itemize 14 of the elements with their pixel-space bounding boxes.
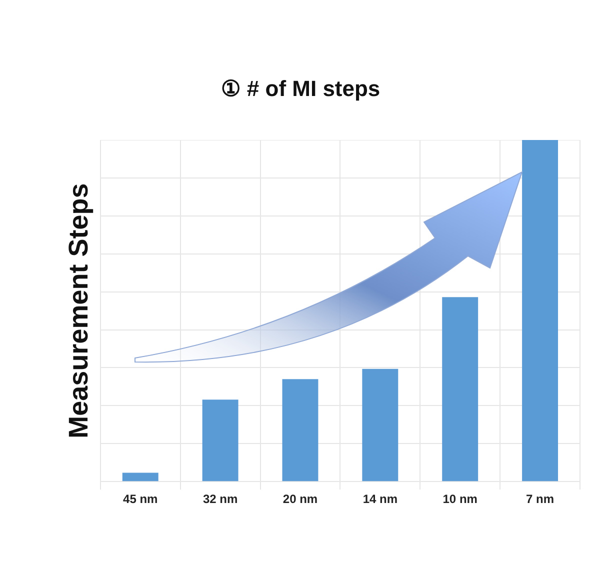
x-tick-label: 32 nm — [202, 492, 238, 506]
bar — [282, 379, 318, 482]
bar — [362, 368, 398, 482]
x-tick-label: 7 nm — [526, 492, 554, 506]
bar — [122, 472, 158, 482]
x-tick-label: 14 nm — [362, 492, 398, 506]
y-axis-title: Measurement Steps — [64, 183, 94, 438]
bar — [442, 297, 478, 482]
bar — [202, 400, 238, 482]
bar — [522, 140, 558, 482]
x-tick-label: 10 nm — [442, 492, 478, 506]
x-tick-label: 20 nm — [282, 492, 318, 506]
chart-title: ① # of MI steps — [220, 76, 382, 102]
x-tick-label: 45 nm — [123, 492, 158, 506]
